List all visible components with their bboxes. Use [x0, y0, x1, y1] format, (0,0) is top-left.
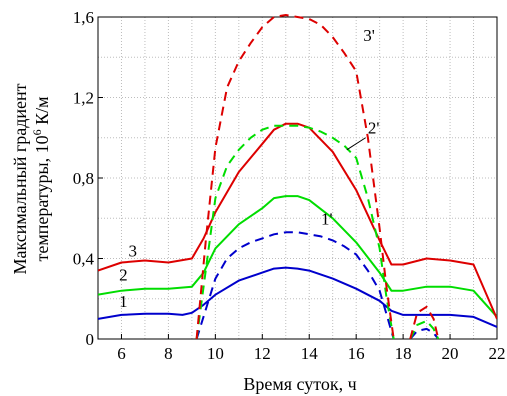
- series-line-8: [409, 305, 440, 339]
- x-tick-label: 16: [348, 344, 365, 363]
- x-tick-label: 14: [301, 344, 319, 363]
- series-line-7: [195, 14, 395, 339]
- y-axis-title-main: температуры, 10: [32, 135, 52, 261]
- leader-line: [346, 137, 366, 151]
- y-tick-label: 0,4: [73, 250, 95, 269]
- y-axis-title-superscript: 6: [30, 129, 44, 135]
- curve-label: 3: [129, 241, 138, 260]
- series-layer: [98, 14, 497, 339]
- series-line-4: [409, 327, 440, 339]
- curve-label: 2: [119, 266, 128, 285]
- curve-label: 3': [363, 26, 375, 45]
- curve-label: 1: [119, 292, 128, 311]
- y-tick-label: 1,2: [73, 89, 94, 108]
- y-tick-label: 1,6: [73, 8, 94, 27]
- curve-label: 2': [368, 119, 380, 138]
- grid: [98, 17, 497, 339]
- series-line-3: [195, 231, 395, 339]
- y-tick-label: 0,8: [73, 169, 94, 188]
- x-tick-label: 18: [395, 344, 412, 363]
- x-tick-label: 6: [117, 344, 126, 363]
- series-line-1: [98, 195, 497, 318]
- y-axis-title-line-2: температуры, 106 К/м: [30, 96, 52, 261]
- y-axis-title-line-1: Максимальный градиент: [10, 83, 30, 274]
- x-tick-label: 8: [164, 344, 173, 363]
- y-tick-label: 0: [86, 330, 95, 349]
- series-line-0: [98, 266, 497, 328]
- series-line-5: [195, 124, 395, 339]
- curve-label: 1': [321, 209, 333, 228]
- x-tick-label: 10: [207, 344, 224, 363]
- annotation-layer: 1 23 1' 2' 3': [119, 26, 379, 311]
- x-tick-label: 20: [442, 344, 459, 363]
- series-line-2: [98, 122, 497, 320]
- x-axis-title: Время суток, ч: [243, 374, 356, 394]
- x-tick-label: 22: [489, 344, 506, 363]
- y-axis-title-unit: К/м: [32, 96, 52, 129]
- x-tick-label: 12: [254, 344, 271, 363]
